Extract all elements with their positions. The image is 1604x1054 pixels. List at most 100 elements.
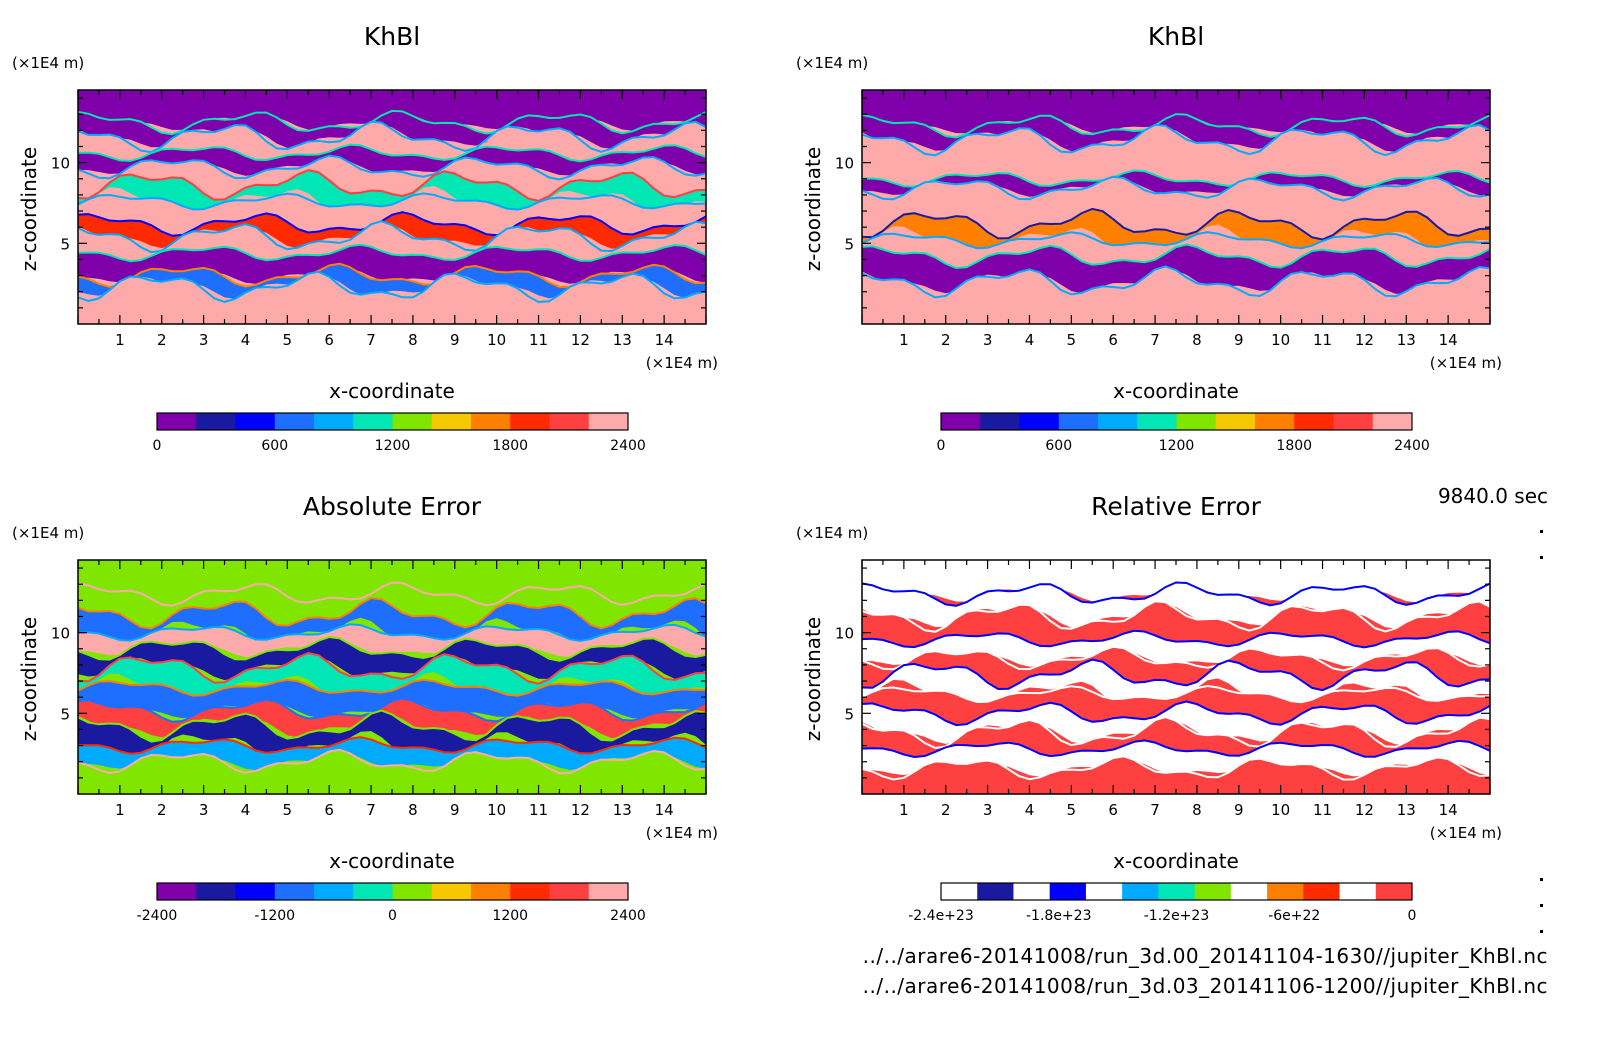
x-tick-label: 1: [115, 801, 125, 819]
x-tick-label: 10: [1271, 801, 1290, 819]
dot-marker: [1540, 878, 1543, 881]
colorbar-segment: [1303, 883, 1341, 900]
field-band: [78, 221, 706, 269]
x-tick-label: 9: [450, 331, 460, 349]
x-tick-label: 3: [199, 331, 209, 349]
contour-line: [78, 262, 706, 289]
field-band: [862, 90, 1490, 134]
colorbar-tick-label: 0: [937, 438, 946, 454]
field-band: [78, 144, 706, 176]
x-tick-label: 10: [487, 331, 506, 349]
colorbar-segment: [1267, 883, 1304, 900]
x-tick-label: 10: [1271, 331, 1290, 349]
footer-path-2: ../../arare6-20141008/run_3d.03_20141106…: [862, 974, 1548, 998]
colorbar-segment: [196, 413, 236, 430]
x-tick-label: 4: [241, 331, 251, 349]
x-tick-label: 1: [899, 331, 909, 349]
x-tick-label: 12: [571, 801, 590, 819]
x-tick-label: 10: [487, 801, 506, 819]
colorbar-segment: [392, 413, 433, 430]
colorbar-tick-label: 1800: [1276, 438, 1312, 454]
colorbar-segment: [274, 883, 315, 900]
colorbar-segment: [314, 413, 354, 430]
colorbar-segment: [1230, 883, 1268, 900]
colorbar-segment: [314, 883, 354, 900]
y-tick-label: 10: [51, 625, 70, 643]
colorbar-tick-label: -1.2e+23: [1144, 908, 1209, 924]
contour-line: [78, 623, 706, 642]
x-tick-label: 9: [1234, 801, 1244, 819]
field-band: [78, 598, 706, 648]
colorbar-tick-label: 600: [1045, 438, 1072, 454]
contour-line: [78, 635, 706, 662]
contour-line: [78, 120, 706, 154]
colorbar-segment: [1375, 883, 1413, 900]
x-unit-label: (×1E4 m): [1430, 824, 1502, 842]
colorbar-tick-label: 1200: [1159, 438, 1195, 454]
y-unit-label: (×1E4 m): [796, 54, 868, 72]
colorbar-segment: [1215, 413, 1256, 430]
x-tick-label: 9: [1234, 331, 1244, 349]
colorbar-segment: [353, 883, 393, 900]
x-tick-label: 13: [1397, 331, 1416, 349]
x-tick-label: 6: [1108, 331, 1118, 349]
colorbar-segment: [1294, 413, 1334, 430]
x-tick-label: 7: [366, 801, 376, 819]
field-band: [78, 653, 706, 703]
field-image: [862, 560, 1490, 794]
colorbar-tick-label: -1200: [254, 908, 295, 924]
colorbar-tick-label: 600: [261, 438, 288, 454]
contour-line: [78, 697, 706, 723]
colorbar-tick-label: 1200: [492, 908, 528, 924]
colorbar-segment: [157, 413, 197, 430]
y-axis-label: z-coordinate: [17, 147, 41, 271]
y-tick-label: 10: [835, 155, 854, 173]
x-axis-label: x-coordinate: [329, 379, 455, 403]
colorbar-tick-label: 2400: [1394, 438, 1430, 454]
contour-line: [862, 658, 1490, 692]
x-tick-label: 3: [983, 331, 993, 349]
colorbar-segment: [196, 883, 236, 900]
y-tick-label: 5: [844, 235, 854, 253]
y-axis-label: z-coordinate: [801, 617, 825, 741]
x-tick-label: 5: [1067, 801, 1077, 819]
x-tick-label: 8: [1192, 331, 1202, 349]
contour-line: [78, 596, 706, 630]
y-axis-label: z-coordinate: [17, 617, 41, 741]
colorbar-segment: [431, 883, 472, 900]
x-tick-label: 2: [941, 801, 951, 819]
contour-line: [862, 265, 1490, 299]
x-tick-label: 1: [899, 801, 909, 819]
x-tick-label: 7: [1150, 801, 1160, 819]
contour-line: [78, 652, 706, 685]
colorbar-segment: [549, 413, 590, 430]
x-tick-label: 11: [529, 801, 548, 819]
colorbar-segment: [1122, 883, 1159, 900]
contour-line: [78, 154, 706, 181]
colorbar-segment: [1194, 883, 1232, 900]
x-tick-label: 11: [1313, 331, 1332, 349]
x-tick-label: 4: [1025, 331, 1035, 349]
x-tick-label: 14: [655, 331, 674, 349]
field-band: [862, 601, 1490, 655]
contour-line: [78, 109, 706, 136]
contour-line: [78, 169, 706, 202]
x-unit-label: (×1E4 m): [1430, 354, 1502, 372]
contour-line: [862, 600, 1490, 633]
field-band: [862, 630, 1490, 667]
contour-line: [862, 207, 1490, 241]
colorbar-segment: [1098, 413, 1138, 430]
colorbar-segment: [1013, 883, 1051, 900]
colorbar-segment: [235, 883, 276, 900]
y-unit-label: (×1E4 m): [796, 524, 868, 542]
field-band: [862, 560, 1490, 603]
colorbar-segment: [1372, 413, 1413, 430]
field-image: [78, 560, 706, 794]
colorbar-segment: [1058, 413, 1099, 430]
contour-line: [78, 709, 706, 743]
field-band: [78, 263, 706, 299]
contour-line: [862, 123, 1490, 157]
contour-line: [862, 700, 1490, 727]
field-band: [78, 110, 706, 149]
